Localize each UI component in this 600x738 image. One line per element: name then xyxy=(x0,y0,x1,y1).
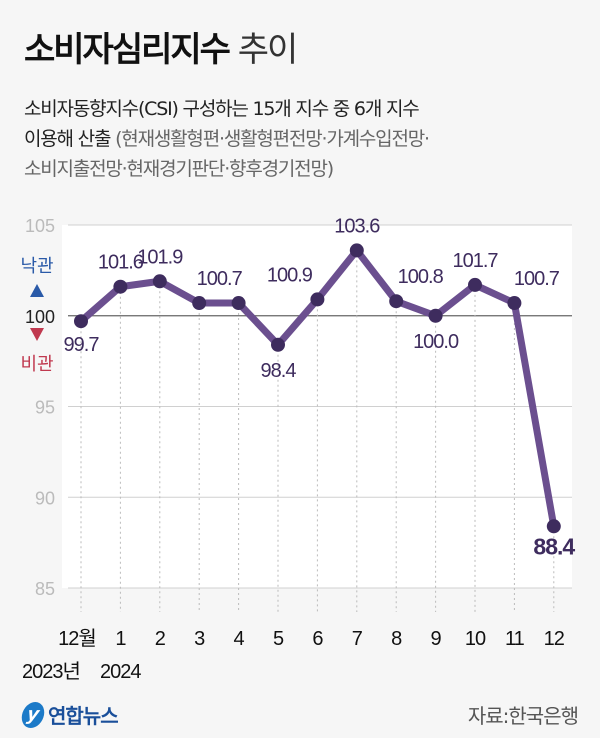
triangle-down-icon xyxy=(30,328,44,341)
data-label: 100.7 xyxy=(197,268,243,290)
subtitle-line1: 소비자동향지수(CSI) 구성하는 15개 지수 중 6개 지수 xyxy=(24,98,420,120)
x-tick-label: 12월 xyxy=(58,627,96,650)
x-tick-label: 5 xyxy=(273,628,284,650)
y-tick-label: 100 xyxy=(25,307,55,327)
yonhap-logo-icon: y xyxy=(19,701,47,728)
x-tick-label: 7 xyxy=(352,628,363,650)
y-tick-label: 105 xyxy=(25,216,55,236)
year-label: 2024 xyxy=(100,661,141,683)
y-tick-label: 95 xyxy=(35,398,55,418)
data-label: 100.7 xyxy=(514,268,560,290)
source-credit: 자료:한국은행 xyxy=(467,704,579,728)
data-label: 88.4 xyxy=(533,533,575,559)
x-tick-label: 8 xyxy=(391,628,402,650)
data-point xyxy=(428,308,443,323)
x-tick-label: 4 xyxy=(234,628,245,650)
x-tick-label: 3 xyxy=(194,628,205,650)
data-point xyxy=(74,314,88,329)
data-label: 101.9 xyxy=(137,246,183,268)
data-point xyxy=(310,292,325,307)
data-label: 100.8 xyxy=(398,266,444,288)
data-label: 103.6 xyxy=(334,215,380,237)
data-point xyxy=(468,277,482,292)
x-tick-label: 6 xyxy=(312,628,323,650)
optimism-label: 낙관 xyxy=(20,256,53,277)
x-tick-label: 2 xyxy=(155,628,166,650)
data-label: 100.0 xyxy=(413,331,459,353)
data-point xyxy=(152,274,167,289)
data-label: 101.7 xyxy=(452,250,498,272)
data-point xyxy=(231,296,246,311)
x-tick-label: 12 xyxy=(544,628,565,650)
data-point xyxy=(192,296,207,311)
data-point xyxy=(546,519,561,534)
data-label: 98.4 xyxy=(261,360,297,382)
data-label: 99.7 xyxy=(64,334,100,356)
x-tick-label: 9 xyxy=(431,628,442,650)
x-tick-label: 1 xyxy=(115,628,126,650)
data-point xyxy=(507,296,522,311)
subtitle-line2: 이용해 산출 (현재생활형편·생활형편전망·가계수입전망· xyxy=(24,128,430,150)
data-point xyxy=(389,294,404,309)
x-tick-label: 11 xyxy=(505,628,525,650)
yonhap-logo: y 연합뉴스 xyxy=(19,700,119,729)
y-tick-label: 90 xyxy=(35,488,55,508)
chart-title: 소비자심리지수 추이 xyxy=(24,30,298,70)
year-label: 2023년 xyxy=(22,660,80,683)
subtitle-line3: 소비지출전망·현재경기판단·향후경기전망) xyxy=(24,158,334,180)
x-tick-label: 10 xyxy=(465,628,486,650)
data-point xyxy=(349,243,364,258)
data-label: 101.6 xyxy=(98,252,144,274)
y-tick-label: 85 xyxy=(35,579,55,599)
data-label: 100.9 xyxy=(267,264,313,286)
pessimism-label: 비관 xyxy=(20,354,53,375)
triangle-up-icon xyxy=(30,284,44,297)
data-point xyxy=(113,279,128,294)
data-point xyxy=(271,337,285,352)
